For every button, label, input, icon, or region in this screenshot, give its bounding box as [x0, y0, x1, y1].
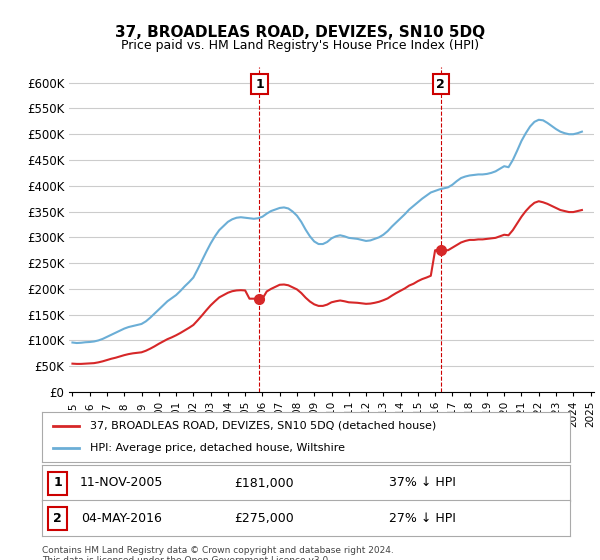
Text: 2: 2: [436, 78, 445, 91]
Text: 37, BROADLEAS ROAD, DEVIZES, SN10 5DQ (detached house): 37, BROADLEAS ROAD, DEVIZES, SN10 5DQ (d…: [89, 421, 436, 431]
Text: 1: 1: [255, 78, 264, 91]
Text: 37, BROADLEAS ROAD, DEVIZES, SN10 5DQ: 37, BROADLEAS ROAD, DEVIZES, SN10 5DQ: [115, 25, 485, 40]
Text: Contains HM Land Registry data © Crown copyright and database right 2024.
This d: Contains HM Land Registry data © Crown c…: [42, 546, 394, 560]
Text: £181,000: £181,000: [234, 477, 293, 489]
Text: 37% ↓ HPI: 37% ↓ HPI: [389, 477, 455, 489]
Text: 27% ↓ HPI: 27% ↓ HPI: [389, 512, 455, 525]
Text: £275,000: £275,000: [234, 512, 293, 525]
Text: 2: 2: [53, 512, 62, 525]
Text: Price paid vs. HM Land Registry's House Price Index (HPI): Price paid vs. HM Land Registry's House …: [121, 39, 479, 52]
Text: HPI: Average price, detached house, Wiltshire: HPI: Average price, detached house, Wilt…: [89, 443, 344, 453]
Text: 1: 1: [53, 477, 62, 489]
Text: 04-MAY-2016: 04-MAY-2016: [81, 512, 161, 525]
Text: 11-NOV-2005: 11-NOV-2005: [80, 477, 163, 489]
